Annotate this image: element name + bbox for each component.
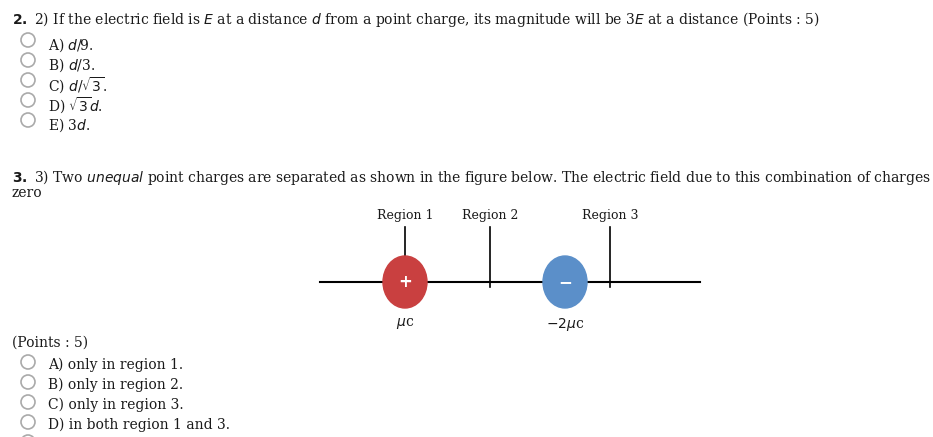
Text: Region 2: Region 2 — [462, 209, 518, 222]
Text: Region 3: Region 3 — [582, 209, 638, 222]
Text: (Points : 5): (Points : 5) — [12, 336, 88, 350]
Text: $\mathbf{2.}$ 2) If the electric field is $E$ at a distance $d$ from a point cha: $\mathbf{2.}$ 2) If the electric field i… — [12, 10, 820, 29]
Text: $-2\mu$c: $-2\mu$c — [546, 316, 584, 333]
Text: B) only in region 2.: B) only in region 2. — [48, 378, 183, 392]
Text: zero: zero — [12, 186, 43, 200]
Ellipse shape — [383, 256, 427, 308]
Text: E) 3$d$.: E) 3$d$. — [48, 116, 91, 134]
Text: −: − — [558, 273, 572, 291]
Text: C) only in region 3.: C) only in region 3. — [48, 398, 184, 413]
Text: D) $\sqrt{3}$$d$.: D) $\sqrt{3}$$d$. — [48, 96, 103, 117]
Text: Region 1: Region 1 — [377, 209, 433, 222]
Ellipse shape — [543, 256, 587, 308]
Text: A) only in region 1.: A) only in region 1. — [48, 358, 183, 372]
Text: +: + — [398, 273, 412, 291]
Text: D) in both region 1 and 3.: D) in both region 1 and 3. — [48, 418, 230, 432]
Text: $\mathbf{3.}$ 3) Two $\mathit{unequal}$ point charges are separated as shown in : $\mathbf{3.}$ 3) Two $\mathit{unequal}$ … — [12, 168, 933, 187]
Text: A) $d$/9.: A) $d$/9. — [48, 36, 93, 54]
Text: B) $d$/3.: B) $d$/3. — [48, 56, 95, 74]
Text: $\mu$c: $\mu$c — [396, 316, 414, 331]
Text: C) $d$/$\sqrt{3}$.: C) $d$/$\sqrt{3}$. — [48, 76, 107, 97]
